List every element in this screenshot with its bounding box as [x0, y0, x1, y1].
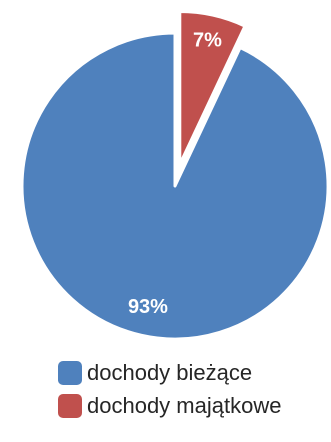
legend-item-dochody-biezace: dochody bieżące — [58, 356, 281, 389]
legend-item-dochody-majatkowe: dochody majątkowe — [58, 389, 281, 422]
data-label-dochody-biezace: 93% — [128, 296, 168, 318]
legend-label-dochody-biezace: dochody bieżące — [87, 359, 253, 385]
pie-slice-dochody-biezace — [20, 31, 330, 341]
pie-chart: 93% 7% — [20, 10, 330, 341]
legend-swatch-dochody-majatkowe — [58, 393, 82, 418]
legend: dochody bieżące dochody majątkowe — [58, 356, 281, 422]
data-label-dochody-majatkowe: 7% — [193, 30, 222, 52]
legend-label-dochody-majatkowe: dochody majątkowe — [87, 392, 282, 418]
pie-slice-dochody-majatkowe — [178, 10, 247, 167]
legend-swatch-dochody-biezace — [58, 360, 82, 385]
